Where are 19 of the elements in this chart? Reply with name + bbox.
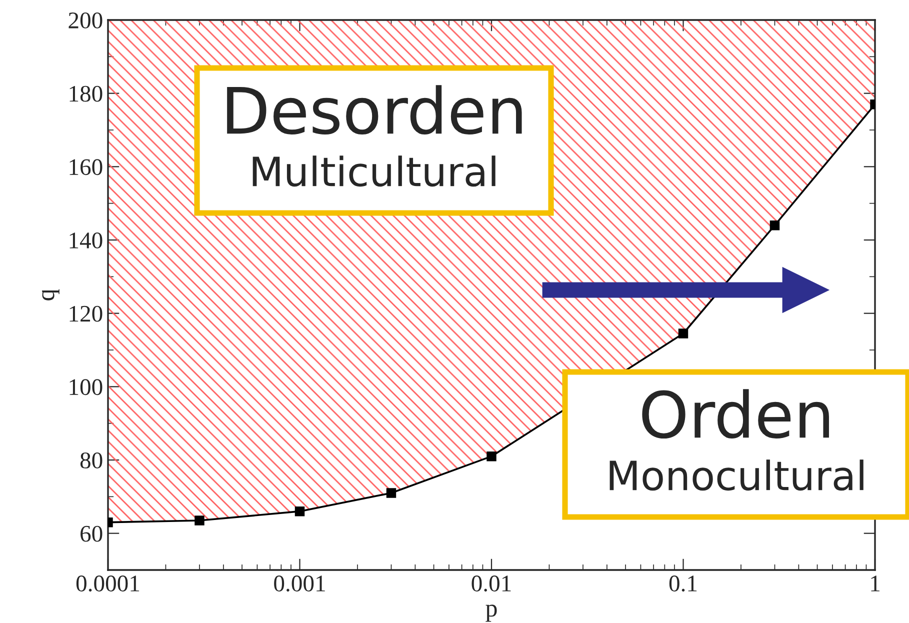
y-tick-label: 180 — [70, 86, 102, 102]
x-tick-label: 0.01 — [472, 576, 511, 592]
x-tick-label: 0.001 — [274, 576, 325, 592]
y-tick-label: 60 — [80, 526, 102, 542]
x-tick-label: 1 — [871, 576, 880, 592]
x-axis-title: p — [486, 604, 497, 622]
y-tick-label: 80 — [80, 452, 102, 468]
y-tick-label: 120 — [70, 306, 102, 322]
annotation: Desorden — [227, 85, 522, 135]
y-tick-label: 140 — [70, 232, 102, 248]
x-tick-label: 0.0001 — [76, 576, 140, 592]
x-tick-label: 0.1 — [669, 576, 697, 592]
y-axis-title: q — [42, 289, 60, 300]
y-tick-label: 200 — [68, 12, 102, 28]
annotation: Orden — [642, 389, 829, 439]
annotation: Monocultural — [610, 460, 864, 491]
annotation: Multicultural — [252, 156, 496, 187]
y-tick-label: 160 — [70, 159, 102, 176]
y-tick-label: 100 — [70, 379, 102, 396]
